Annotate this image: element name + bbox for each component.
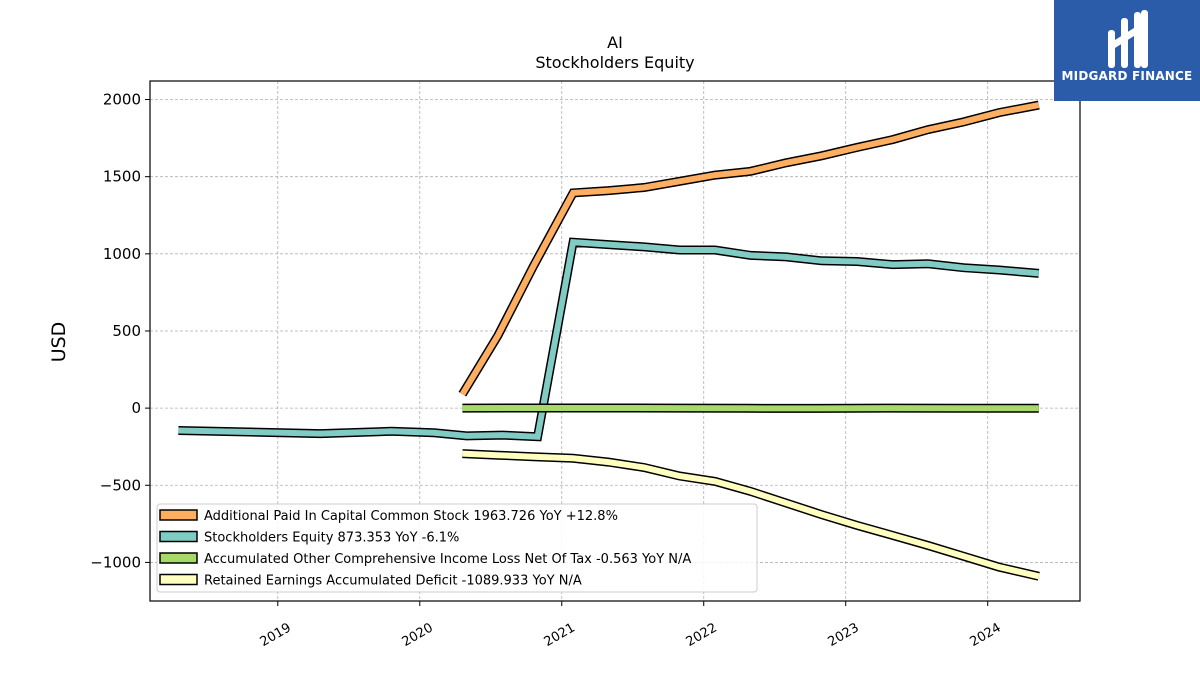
series-4 bbox=[462, 449, 1040, 581]
x-tick-label: 2022 bbox=[684, 620, 720, 650]
legend-item: Stockholders Equity 873.353 YoY -6.1% bbox=[159, 530, 459, 546]
x-tick-label: 2019 bbox=[258, 620, 294, 650]
y-tick-label: 0 bbox=[131, 399, 141, 417]
x-tick-label: 2020 bbox=[400, 620, 436, 650]
y-tick-label: 2000 bbox=[103, 91, 141, 109]
series-1 bbox=[458, 100, 1040, 397]
series-line bbox=[178, 239, 1040, 440]
chart-title-line-1: AI bbox=[607, 33, 623, 52]
y-axis-label: USD bbox=[48, 322, 70, 363]
y-tick-label: −1000 bbox=[90, 553, 141, 571]
legend-swatch bbox=[159, 509, 198, 521]
legend-item: Additional Paid In Capital Common Stock … bbox=[159, 509, 618, 524]
chart-title-line-2: Stockholders Equity bbox=[535, 53, 694, 72]
legend-swatch bbox=[159, 552, 198, 564]
legend: Additional Paid In Capital Common Stock … bbox=[156, 503, 758, 593]
series-2 bbox=[178, 237, 1040, 442]
plot-area-frame bbox=[149, 80, 1081, 602]
x-tick-label: 2021 bbox=[542, 620, 578, 650]
legend-swatch bbox=[159, 530, 198, 543]
logo-mark-icon bbox=[1108, 10, 1148, 68]
y-tick-label: 1000 bbox=[103, 245, 141, 263]
legend-swatch bbox=[159, 573, 198, 586]
x-axis-ticks: 2019 2020 2021 2022 2023 2024 bbox=[258, 601, 1004, 650]
series-line bbox=[462, 450, 1040, 580]
legend-item: Accumulated Other Comprehensive Income L… bbox=[159, 552, 691, 567]
legend-label: Retained Earnings Accumulated Deficit -1… bbox=[204, 574, 582, 589]
series-line bbox=[459, 102, 1040, 396]
y-tick-label: −500 bbox=[100, 476, 141, 494]
legend-item: Retained Earnings Accumulated Deficit -1… bbox=[159, 573, 582, 589]
midgard-finance-logo: MIDGARD FINANCE bbox=[1054, 0, 1200, 101]
y-tick-label: 500 bbox=[112, 322, 141, 340]
y-tick-label: 1500 bbox=[103, 168, 141, 186]
chart-title: AI Stockholders Equity bbox=[535, 33, 694, 72]
legend-label: Stockholders Equity 873.353 YoY -6.1% bbox=[204, 531, 459, 546]
legend-label: Additional Paid In Capital Common Stock … bbox=[204, 509, 618, 524]
legend-box bbox=[156, 503, 758, 593]
logo-text: MIDGARD FINANCE bbox=[1062, 69, 1193, 83]
series-lines bbox=[178, 100, 1040, 581]
x-tick-label: 2024 bbox=[968, 620, 1004, 650]
y-axis-ticks: 2000 1500 1000 500 0 −500 −1000 bbox=[90, 91, 150, 571]
x-tick-label: 2023 bbox=[826, 620, 862, 650]
legend-label: Accumulated Other Comprehensive Income L… bbox=[204, 552, 691, 567]
